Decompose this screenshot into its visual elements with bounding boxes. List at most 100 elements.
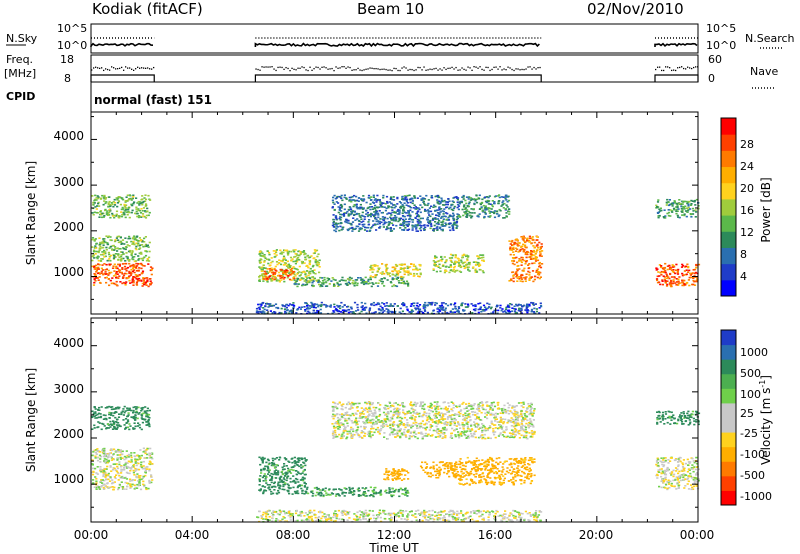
scatter-cell: [287, 263, 291, 266]
scatter-cell: [507, 310, 510, 313]
scatter-cell: [277, 484, 280, 487]
scatter-cell: [475, 270, 478, 272]
scatter-cell: [360, 310, 363, 313]
scatter-cell: [326, 279, 329, 282]
scatter-cell: [281, 276, 284, 279]
scatter-cell: [410, 263, 413, 265]
scatter-cell: [680, 205, 683, 208]
scatter-cell: [368, 219, 371, 221]
scatter-cell: [457, 262, 461, 264]
scatter-cell: [372, 301, 375, 304]
scatter-cell: [465, 216, 469, 218]
scatter-cell: [479, 202, 482, 205]
scatter-cell: [422, 307, 425, 309]
scatter-cell: [386, 279, 389, 281]
scatter-cell: [353, 284, 356, 287]
scatter-cell: [535, 251, 538, 253]
scatter-cell: [275, 280, 278, 282]
scatter-cell: [120, 257, 123, 260]
scatter-cell: [269, 303, 272, 305]
freq-point: [659, 66, 661, 68]
scatter-cell: [143, 237, 146, 240]
scatter-cell: [96, 485, 99, 487]
scatter-cell: [116, 450, 119, 453]
scatter-cell: [270, 274, 273, 277]
scatter-cell: [273, 470, 276, 472]
scatter-cell: [300, 484, 303, 487]
freq-point: [661, 69, 663, 72]
scatter-cell: [416, 269, 419, 271]
scatter-cell: [318, 489, 322, 491]
scatter-cell: [370, 494, 373, 496]
scatter-cell: [316, 488, 319, 491]
scatter-cell: [521, 280, 524, 283]
scatter-cell: [289, 268, 292, 271]
scatter-cell: [270, 261, 273, 264]
scatter-cell: [97, 201, 100, 204]
scatter-cell: [148, 452, 151, 455]
scatter-cell: [135, 464, 138, 467]
scatter-cell: [364, 492, 367, 495]
scatter-cell: [692, 279, 695, 282]
scatter-cell: [409, 201, 412, 204]
scatter-cell: [527, 270, 530, 273]
scatter-cell: [345, 212, 348, 214]
scatter-cell: [117, 241, 120, 244]
scatter-cell: [95, 243, 98, 245]
scatter-cell: [296, 490, 299, 492]
scatter-cell: [324, 304, 328, 306]
scatter-cell: [134, 212, 137, 215]
scatter-cell: [275, 472, 278, 474]
scatter-cell: [143, 277, 146, 280]
scatter-cell: [150, 273, 153, 276]
freq-point: [341, 66, 343, 68]
scatter-cell: [388, 221, 391, 223]
freq-point: [673, 69, 675, 71]
scatter-cell: [450, 266, 453, 268]
scatter-cell: [104, 241, 107, 244]
scatter-cell: [449, 259, 452, 262]
scatter-cell: [394, 220, 397, 222]
scatter-cell: [396, 213, 399, 215]
scatter-cell: [436, 265, 439, 267]
scatter-cell: [363, 223, 366, 226]
scatter-cell: [125, 450, 128, 452]
freq-point: [459, 69, 461, 71]
scatter-cell: [94, 194, 97, 197]
scatter-cell: [362, 195, 365, 197]
scatter-cell: [405, 271, 408, 273]
scatter-cell: [148, 480, 151, 483]
scatter-cell: [102, 273, 105, 276]
freq-point: [431, 68, 433, 71]
scatter-cell: [273, 278, 276, 281]
scatter-cell: [111, 282, 114, 284]
scatter-cell: [520, 309, 523, 312]
scatter-cell: [373, 215, 376, 218]
scatter-cell: [135, 406, 138, 408]
scatter-cell: [292, 271, 295, 273]
freq-point: [119, 67, 121, 69]
scatter-cell: [125, 422, 128, 424]
scatter-cell: [274, 277, 277, 279]
scatter-cell: [325, 494, 328, 496]
scatter-cell: [110, 414, 113, 416]
scatter-cell: [125, 272, 128, 275]
freq-point: [357, 67, 359, 70]
scatter-cell: [471, 312, 474, 314]
scatter-cell: [464, 266, 467, 269]
scatter-cell: [338, 209, 341, 211]
scatter-cell: [95, 267, 98, 269]
scatter-cell: [258, 253, 261, 255]
scatter-cell: [676, 270, 679, 272]
scatter-cell: [418, 215, 421, 217]
scatter-cell: [102, 471, 105, 474]
scatter-cell: [95, 208, 98, 210]
scatter-cell: [453, 223, 456, 226]
scatter-cell: [91, 459, 94, 461]
scatter-cell: [693, 284, 697, 286]
scatter-cell: [530, 276, 534, 278]
scatter-cell: [93, 278, 96, 280]
scatter-cell: [672, 279, 675, 281]
scatter-cell: [100, 241, 104, 244]
scatter-cell: [284, 259, 287, 261]
